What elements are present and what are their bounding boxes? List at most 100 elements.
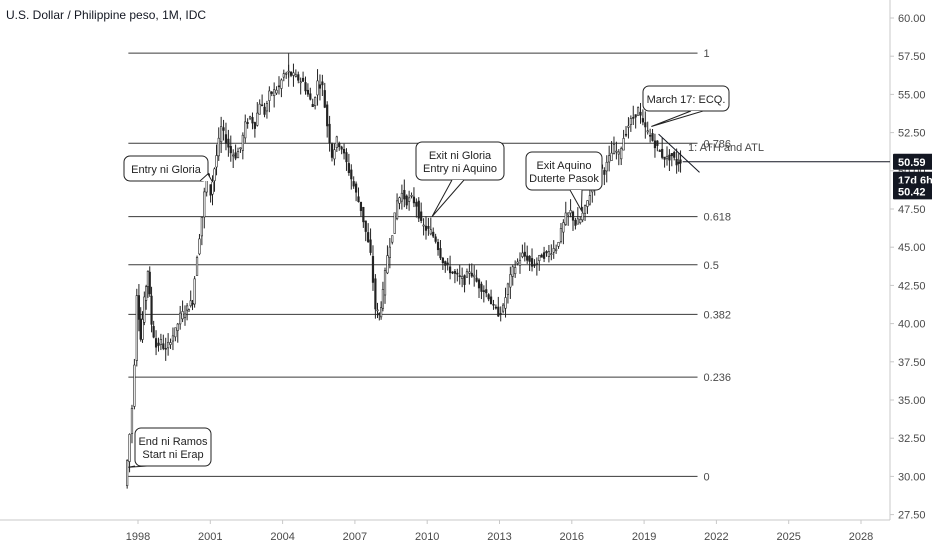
candle-body <box>395 200 399 220</box>
candle-body <box>187 309 191 312</box>
candle-body <box>509 274 512 288</box>
candle-body <box>193 278 196 305</box>
candle-body <box>367 232 370 243</box>
candle-body <box>299 81 302 84</box>
second-price-badge <box>893 183 932 200</box>
candle-body <box>374 278 377 310</box>
candle-body <box>326 104 329 127</box>
candle-body <box>557 241 560 247</box>
candle-body <box>330 143 334 158</box>
faded-note: 1: ATH and ATL <box>688 142 764 154</box>
candle-body <box>154 338 158 348</box>
candle-body <box>552 248 555 253</box>
candle-body <box>314 97 317 107</box>
candle-body <box>157 342 160 346</box>
candle-body <box>415 201 418 207</box>
candle-body <box>518 259 522 266</box>
y-tick-label: 35.00 <box>898 395 926 407</box>
candle-body <box>499 313 502 315</box>
candle-body <box>410 194 413 197</box>
y-tick-label: 57.50 <box>898 51 926 63</box>
annotation-callout-box <box>134 427 212 467</box>
x-tick-label: 2028 <box>849 531 873 543</box>
candle-body <box>465 271 469 278</box>
candle-body <box>579 219 582 223</box>
candle-body <box>436 241 440 251</box>
annotation-callout-box <box>642 85 730 112</box>
candle-body <box>189 300 192 307</box>
candle-body <box>369 239 372 253</box>
candle-body <box>624 133 628 136</box>
candle-body <box>306 89 310 95</box>
candle-body <box>542 252 546 259</box>
candle-body <box>665 155 669 160</box>
annotation-text: End ni Ramos <box>138 436 208 448</box>
candle-body <box>241 134 244 151</box>
candle-body <box>186 305 189 311</box>
candle-body <box>649 134 652 137</box>
candle-body <box>292 72 295 76</box>
candle-body <box>133 364 136 407</box>
candle-body <box>644 122 647 128</box>
candle-body <box>663 156 666 160</box>
candle-body <box>547 251 551 257</box>
candle-body <box>559 228 563 242</box>
candle-body <box>424 225 428 231</box>
candle-body <box>533 264 536 267</box>
candle-body <box>239 147 242 150</box>
candle-body <box>661 148 664 158</box>
candle-body <box>304 82 307 92</box>
candle-body <box>448 266 452 274</box>
candle-body <box>227 138 230 148</box>
candle-body <box>357 196 360 203</box>
candle-body <box>504 297 507 309</box>
candle-body <box>393 212 396 234</box>
candle-body <box>261 104 264 107</box>
candle-body <box>521 252 524 257</box>
candle-body <box>405 195 408 206</box>
candle-body <box>246 122 249 124</box>
candle-body <box>253 122 256 129</box>
candle-body <box>273 89 276 96</box>
candle-body <box>209 184 212 196</box>
candle-body <box>482 290 485 292</box>
candle-body <box>311 104 314 108</box>
y-tick-label: 45.00 <box>898 242 926 254</box>
candle-body <box>152 326 155 338</box>
candle-body <box>627 125 630 128</box>
candle-body <box>477 279 481 289</box>
candle-body <box>658 150 661 152</box>
trendline <box>658 133 700 173</box>
candle-body <box>236 151 240 159</box>
candle-body <box>143 296 146 323</box>
y-tick-label: 60.00 <box>898 13 926 25</box>
candle-body <box>232 154 235 157</box>
candle-body <box>677 161 680 164</box>
candle-body <box>359 201 363 211</box>
candle-body <box>164 347 167 350</box>
candle-body <box>439 248 442 259</box>
candle-body <box>656 140 659 146</box>
candle-body <box>610 152 613 161</box>
y-tick-label: 52.50 <box>898 128 926 140</box>
candle-body <box>256 112 259 126</box>
candle-body <box>309 93 312 100</box>
candle-body <box>388 246 391 258</box>
candle-body <box>506 283 510 295</box>
candle-body <box>453 271 457 274</box>
candle-body <box>528 256 531 262</box>
candle-body <box>514 267 517 275</box>
annotation-callout-pointer <box>569 189 583 213</box>
candle-body <box>550 253 553 256</box>
candle-body <box>485 289 488 294</box>
candle-body <box>446 262 449 265</box>
candle-body <box>146 270 150 287</box>
candle-body <box>463 275 466 285</box>
candle-body <box>263 106 266 115</box>
candle-body <box>275 89 278 94</box>
chart-title: U.S. Dollar / Philippine peso, 1M, IDC <box>6 8 207 22</box>
candle-body <box>200 216 203 237</box>
candle-body <box>581 212 584 221</box>
fib-level-label: 0.5 <box>704 260 719 272</box>
